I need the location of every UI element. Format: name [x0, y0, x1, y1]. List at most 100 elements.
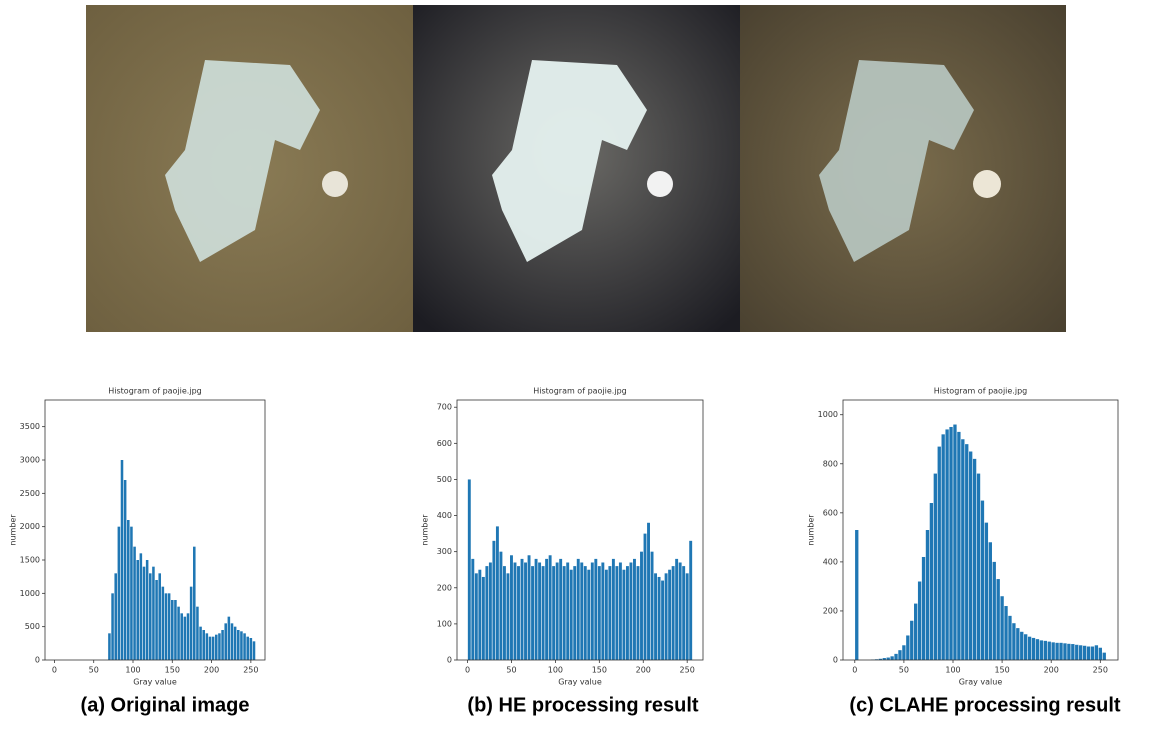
bar — [566, 563, 569, 661]
y-tick-label: 200 — [437, 583, 452, 592]
bar — [1024, 634, 1027, 660]
bar — [133, 547, 136, 660]
bar — [910, 621, 913, 660]
bar — [146, 560, 149, 660]
bar — [114, 573, 117, 660]
x-axis-label: Gray value — [133, 678, 177, 687]
bar — [174, 600, 177, 660]
bar — [985, 523, 988, 660]
y-tick-label: 0 — [35, 656, 40, 665]
bar — [640, 552, 643, 660]
bar — [654, 573, 657, 660]
bar — [224, 623, 227, 660]
bar — [647, 523, 650, 660]
y-tick-label: 800 — [823, 459, 838, 468]
bar — [898, 650, 901, 660]
bar — [906, 635, 909, 660]
bar — [549, 555, 552, 660]
bar — [193, 547, 196, 660]
bar — [1032, 638, 1035, 660]
x-tick-label: 50 — [899, 666, 909, 675]
bar — [168, 593, 171, 660]
y-tick-label: 2000 — [20, 522, 40, 531]
bar — [644, 534, 647, 660]
bar — [570, 570, 573, 660]
bar — [1028, 637, 1031, 660]
x-tick-label: 250 — [680, 666, 695, 675]
bar — [209, 637, 212, 660]
bar — [108, 633, 111, 660]
bar — [559, 559, 562, 660]
y-tick-label: 300 — [437, 547, 452, 556]
bar — [1099, 648, 1102, 660]
bar — [556, 563, 559, 661]
bar — [1052, 642, 1055, 660]
bar — [668, 570, 671, 660]
bar — [136, 560, 139, 660]
bar — [1044, 641, 1047, 660]
x-tick-label: 250 — [243, 666, 258, 675]
x-tick-label: 150 — [165, 666, 180, 675]
bar — [177, 607, 180, 660]
bar — [171, 600, 174, 660]
bar — [965, 444, 968, 660]
bar — [130, 527, 133, 660]
y-tick-label: 3000 — [20, 456, 40, 465]
bar — [212, 637, 215, 660]
bar — [953, 425, 956, 660]
photo-clahe — [740, 5, 1066, 332]
bar — [482, 577, 485, 660]
bar — [902, 645, 905, 660]
bar — [981, 501, 984, 660]
bar — [152, 567, 155, 660]
bar — [253, 641, 256, 660]
bar — [594, 559, 597, 660]
bar — [184, 617, 187, 660]
bar — [598, 566, 601, 660]
bar — [503, 566, 506, 660]
bar — [514, 563, 517, 661]
bar — [1020, 632, 1023, 660]
bar — [1103, 653, 1106, 660]
bar — [231, 623, 234, 660]
y-tick-label: 1000 — [818, 410, 838, 419]
bar — [918, 582, 921, 660]
bar — [1091, 647, 1094, 660]
bar — [478, 570, 481, 660]
bar — [626, 566, 629, 660]
chart-title: Histogram of paojie.jpg — [533, 387, 626, 396]
bar — [942, 434, 945, 660]
y-tick-label: 1500 — [20, 556, 40, 565]
bar — [1036, 639, 1039, 660]
bar — [969, 452, 972, 660]
bar — [926, 530, 929, 660]
bar — [997, 579, 1000, 660]
bar — [1048, 642, 1051, 660]
bar — [1040, 640, 1043, 660]
y-tick-label: 600 — [823, 508, 838, 517]
caption: (c) CLAHE processing result — [849, 694, 1121, 716]
x-tick-label: 0 — [852, 666, 857, 675]
bar — [945, 429, 948, 660]
x-tick-label: 150 — [592, 666, 607, 675]
y-tick-label: 700 — [437, 403, 452, 412]
bar — [587, 570, 590, 660]
bar — [121, 460, 124, 660]
bar — [1079, 645, 1082, 660]
bar — [630, 563, 633, 661]
y-tick-label: 3500 — [20, 422, 40, 431]
y-tick-label: 500 — [25, 622, 40, 631]
bar — [949, 427, 952, 660]
bar — [580, 563, 583, 661]
bar — [658, 577, 661, 660]
bar — [149, 573, 152, 660]
y-tick-label: 500 — [437, 475, 452, 484]
bar — [528, 555, 531, 660]
bar — [471, 559, 474, 660]
bar — [162, 587, 165, 660]
bar — [118, 527, 121, 660]
bar — [1075, 645, 1078, 660]
bar — [961, 439, 964, 660]
bar — [973, 459, 976, 660]
bar — [938, 447, 941, 660]
